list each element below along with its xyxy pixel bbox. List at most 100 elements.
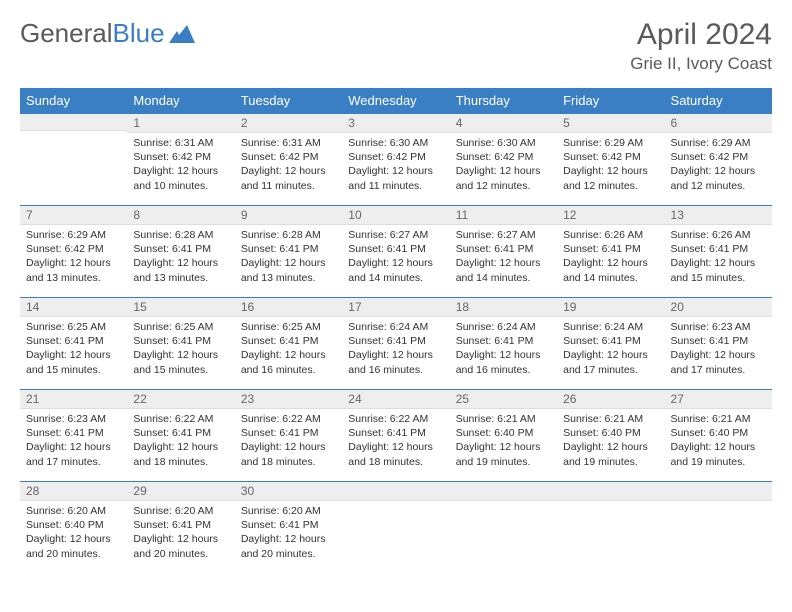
daylight-line: Daylight: 12 hours and 19 minutes. [671,440,766,468]
sunset-line: Sunset: 6:41 PM [241,334,336,348]
sunrise-line: Sunrise: 6:31 AM [241,136,336,150]
sunset-line: Sunset: 6:41 PM [456,242,551,256]
sunset-line: Sunset: 6:41 PM [133,334,228,348]
calendar-cell: 28Sunrise: 6:20 AMSunset: 6:40 PMDayligh… [20,481,127,573]
day-number: 16 [235,297,342,317]
day-details: Sunrise: 6:23 AMSunset: 6:41 PMDaylight:… [20,409,127,472]
sunset-line: Sunset: 6:42 PM [26,242,121,256]
daylight-line: Daylight: 12 hours and 12 minutes. [563,164,658,192]
day-details: Sunrise: 6:29 AMSunset: 6:42 PMDaylight:… [20,225,127,288]
sunset-line: Sunset: 6:42 PM [563,150,658,164]
daylight-line: Daylight: 12 hours and 13 minutes. [26,256,121,284]
sunrise-line: Sunrise: 6:22 AM [348,412,443,426]
day-number: 6 [665,113,772,133]
day-details: Sunrise: 6:24 AMSunset: 6:41 PMDaylight:… [557,317,664,380]
day-number: 9 [235,205,342,225]
day-details: Sunrise: 6:20 AMSunset: 6:41 PMDaylight:… [235,501,342,564]
day-number: 17 [342,297,449,317]
weekday-header: Wednesday [342,88,449,113]
daylight-line: Daylight: 12 hours and 17 minutes. [563,348,658,376]
calendar-cell: 9Sunrise: 6:28 AMSunset: 6:41 PMDaylight… [235,205,342,297]
sunset-line: Sunset: 6:42 PM [241,150,336,164]
sunset-line: Sunset: 6:42 PM [671,150,766,164]
sunset-line: Sunset: 6:40 PM [563,426,658,440]
daylight-line: Daylight: 12 hours and 20 minutes. [26,532,121,560]
sunrise-line: Sunrise: 6:22 AM [133,412,228,426]
sunset-line: Sunset: 6:41 PM [563,242,658,256]
sunset-line: Sunset: 6:41 PM [563,334,658,348]
weekday-header: Tuesday [235,88,342,113]
sunrise-line: Sunrise: 6:25 AM [241,320,336,334]
sunset-line: Sunset: 6:41 PM [348,426,443,440]
daylight-line: Daylight: 12 hours and 16 minutes. [348,348,443,376]
calendar-cell: 6Sunrise: 6:29 AMSunset: 6:42 PMDaylight… [665,113,772,205]
sunset-line: Sunset: 6:41 PM [241,426,336,440]
sunset-line: Sunset: 6:41 PM [133,426,228,440]
calendar-cell: 23Sunrise: 6:22 AMSunset: 6:41 PMDayligh… [235,389,342,481]
calendar-cell: 19Sunrise: 6:24 AMSunset: 6:41 PMDayligh… [557,297,664,389]
day-number: 29 [127,481,234,501]
sunrise-line: Sunrise: 6:28 AM [133,228,228,242]
daylight-line: Daylight: 12 hours and 16 minutes. [241,348,336,376]
day-details: Sunrise: 6:22 AMSunset: 6:41 PMDaylight:… [342,409,449,472]
calendar-cell: 2Sunrise: 6:31 AMSunset: 6:42 PMDaylight… [235,113,342,205]
sunset-line: Sunset: 6:40 PM [671,426,766,440]
sunset-line: Sunset: 6:41 PM [456,334,551,348]
daylight-line: Daylight: 12 hours and 14 minutes. [456,256,551,284]
day-number-empty [450,481,557,501]
sunset-line: Sunset: 6:41 PM [26,334,121,348]
logo-text-general: General [20,18,113,49]
logo: GeneralBlue [20,18,195,49]
day-number: 21 [20,389,127,409]
day-number-empty [20,113,127,131]
day-number: 11 [450,205,557,225]
day-details: Sunrise: 6:21 AMSunset: 6:40 PMDaylight:… [557,409,664,472]
sunrise-line: Sunrise: 6:29 AM [671,136,766,150]
daylight-line: Daylight: 12 hours and 18 minutes. [348,440,443,468]
day-details: Sunrise: 6:26 AMSunset: 6:41 PMDaylight:… [665,225,772,288]
day-details: Sunrise: 6:21 AMSunset: 6:40 PMDaylight:… [450,409,557,472]
sunrise-line: Sunrise: 6:28 AM [241,228,336,242]
daylight-line: Daylight: 12 hours and 19 minutes. [456,440,551,468]
day-number: 13 [665,205,772,225]
weekday-header: Saturday [665,88,772,113]
month-title: April 2024 [630,18,772,52]
daylight-line: Daylight: 12 hours and 12 minutes. [456,164,551,192]
sunrise-line: Sunrise: 6:26 AM [563,228,658,242]
sunset-line: Sunset: 6:42 PM [348,150,443,164]
sunrise-line: Sunrise: 6:27 AM [348,228,443,242]
calendar-cell: 8Sunrise: 6:28 AMSunset: 6:41 PMDaylight… [127,205,234,297]
sunrise-line: Sunrise: 6:21 AM [563,412,658,426]
calendar-cell: 24Sunrise: 6:22 AMSunset: 6:41 PMDayligh… [342,389,449,481]
sunrise-line: Sunrise: 6:26 AM [671,228,766,242]
day-details: Sunrise: 6:27 AMSunset: 6:41 PMDaylight:… [342,225,449,288]
sunrise-line: Sunrise: 6:30 AM [348,136,443,150]
day-number: 20 [665,297,772,317]
calendar-cell: 13Sunrise: 6:26 AMSunset: 6:41 PMDayligh… [665,205,772,297]
calendar-cell: 14Sunrise: 6:25 AMSunset: 6:41 PMDayligh… [20,297,127,389]
day-details: Sunrise: 6:31 AMSunset: 6:42 PMDaylight:… [127,133,234,196]
day-number: 28 [20,481,127,501]
day-number: 1 [127,113,234,133]
calendar-cell: 16 Sunrise: 6:25 AMSunset: 6:41 PMDayligh… [235,297,342,389]
day-number: 7 [20,205,127,225]
sunrise-line: Sunrise: 6:24 AM [563,320,658,334]
day-number: 23 [235,389,342,409]
calendar-cell: 4Sunrise: 6:30 AMSunset: 6:42 PMDaylight… [450,113,557,205]
weekday-header: Monday [127,88,234,113]
calendar-cell: 22Sunrise: 6:22 AMSunset: 6:41 PMDayligh… [127,389,234,481]
sunrise-line: Sunrise: 6:20 AM [241,504,336,518]
sunrise-line: Sunrise: 6:24 AM [456,320,551,334]
day-details: Sunrise: 6:27 AMSunset: 6:41 PMDaylight:… [450,225,557,288]
logo-wave-icon [169,25,195,43]
sunrise-line: Sunrise: 6:23 AM [26,412,121,426]
day-number: 30 [235,481,342,501]
calendar-cell: 26Sunrise: 6:21 AMSunset: 6:40 PMDayligh… [557,389,664,481]
weekday-header-row: SundayMondayTuesdayWednesdayThursdayFrid… [20,88,772,113]
day-number: 12 [557,205,664,225]
sunrise-line: Sunrise: 6:27 AM [456,228,551,242]
calendar-cell: 25Sunrise: 6:21 AMSunset: 6:40 PMDayligh… [450,389,557,481]
sunrise-line: Sunrise: 6:20 AM [26,504,121,518]
calendar-cell: 3Sunrise: 6:30 AMSunset: 6:42 PMDaylight… [342,113,449,205]
weekday-header: Sunday [20,88,127,113]
